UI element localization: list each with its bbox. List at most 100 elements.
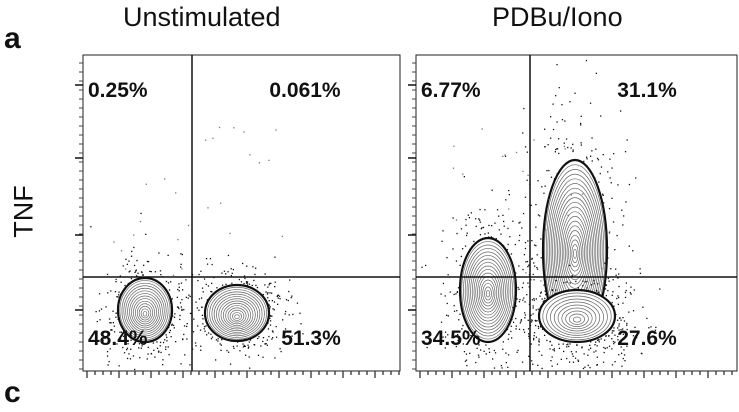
event-dot <box>524 317 526 319</box>
contour-line <box>206 286 268 340</box>
event-dot <box>622 317 624 319</box>
event-dot <box>170 336 172 338</box>
event-dot <box>106 273 109 276</box>
outlier-dot <box>608 231 611 233</box>
event-dot <box>594 344 596 346</box>
event-dot <box>614 334 616 336</box>
event-dot <box>532 363 534 365</box>
event-dot <box>608 232 611 234</box>
event-dot <box>183 309 185 311</box>
event-dot <box>182 289 184 291</box>
event-dot <box>478 344 480 346</box>
event-dot <box>632 250 634 252</box>
event-dot <box>135 269 137 271</box>
plot-title-unstimulated: Unstimulated <box>123 2 281 32</box>
event-dot <box>243 282 245 285</box>
event-dot <box>109 322 111 324</box>
event-dot <box>462 248 464 250</box>
event-dot <box>421 266 423 268</box>
event-dot <box>507 354 510 356</box>
event-dot <box>500 233 502 235</box>
event-dot <box>247 344 249 346</box>
event-dot <box>205 325 207 327</box>
event-dot <box>565 138 568 140</box>
event-dot <box>534 265 536 267</box>
event-dot <box>133 246 135 249</box>
contour-line <box>220 300 254 330</box>
event-dot <box>488 348 490 350</box>
event-dot <box>480 228 482 230</box>
event-dot <box>591 160 593 162</box>
event-dot <box>202 291 204 293</box>
outlier-dot <box>133 234 135 236</box>
event-dot <box>528 335 530 337</box>
event-dot <box>115 281 117 283</box>
event-dot <box>440 321 443 323</box>
event-dot <box>626 345 628 347</box>
contour-line <box>565 310 589 327</box>
event-dot <box>287 299 289 302</box>
event-dot <box>226 349 228 352</box>
event-dot <box>614 361 616 363</box>
event-dot <box>538 338 540 340</box>
contour-line <box>482 283 494 304</box>
event-dot <box>536 266 538 269</box>
event-dot <box>556 363 559 365</box>
outlier-dot <box>139 220 142 223</box>
contour-line <box>136 303 154 323</box>
event-dot <box>571 275 573 277</box>
event-dot <box>535 336 538 338</box>
event-dot <box>488 351 491 353</box>
event-dot <box>210 290 212 293</box>
contour-line <box>550 298 604 336</box>
event-dot <box>616 297 618 300</box>
event-dot <box>192 331 195 333</box>
event-dot <box>543 299 545 302</box>
event-dot <box>140 347 142 349</box>
event-dot <box>133 264 136 267</box>
event-dot <box>112 322 114 324</box>
event-dot <box>221 284 224 286</box>
event-dot <box>262 340 264 343</box>
event-dot <box>547 144 549 146</box>
event-dot <box>570 147 572 149</box>
event-dot <box>618 285 620 288</box>
event-dot <box>523 331 526 333</box>
event-dot <box>275 336 278 338</box>
event-dot <box>597 159 600 161</box>
contour-line <box>225 305 249 326</box>
event-dot <box>528 355 530 357</box>
event-dot <box>217 338 219 340</box>
event-dot <box>470 212 472 214</box>
event-dot <box>541 367 543 370</box>
event-dot <box>614 341 616 343</box>
event-dot <box>564 120 566 122</box>
event-dot <box>184 354 186 356</box>
event-dot <box>246 265 248 267</box>
event-dot <box>120 331 123 333</box>
event-dot <box>535 309 537 311</box>
event-dot <box>556 64 558 66</box>
event-dot <box>188 294 190 296</box>
event-dot <box>426 346 428 349</box>
event-dot <box>200 349 202 351</box>
event-dot <box>185 279 187 281</box>
event-dot <box>205 258 208 260</box>
event-dot <box>515 328 517 330</box>
event-dot <box>260 345 262 347</box>
event-dot <box>618 354 620 356</box>
event-dot <box>474 343 477 345</box>
event-dot <box>288 314 290 316</box>
event-dot <box>284 328 287 330</box>
event-dot <box>129 270 131 272</box>
event-dot <box>152 342 154 344</box>
event-dot <box>202 318 204 320</box>
event-dot <box>567 146 569 149</box>
event-dot <box>200 345 202 347</box>
event-dot <box>164 339 166 341</box>
event-dot <box>625 282 627 284</box>
event-dot <box>479 208 481 211</box>
event-dot <box>577 360 580 362</box>
event-dot <box>537 308 539 310</box>
event-dot <box>605 335 607 337</box>
